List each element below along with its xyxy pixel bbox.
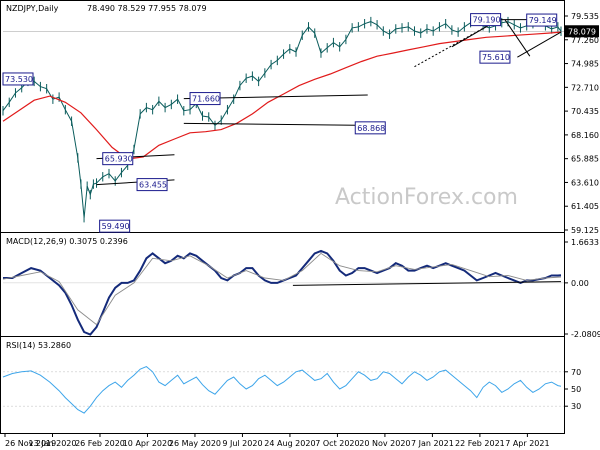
rsi-tick-label: 50: [571, 385, 581, 394]
x-tick-label: 26 Feb 2020: [75, 439, 125, 448]
level-label: 79.190: [473, 16, 501, 25]
x-tick-label: 22 Feb 2021: [455, 439, 505, 448]
sma-line: [2, 31, 562, 160]
signal-line: [2, 252, 562, 326]
current-price-box: [565, 25, 599, 38]
price-tick-label: 70.435: [571, 107, 599, 116]
level-box: [102, 152, 134, 166]
rsi-tick-label: 30: [571, 402, 581, 411]
rsi-title: RSI(14) 53.2860: [6, 341, 71, 350]
trendline-group: [96, 19, 562, 186]
price-tick-label: 77.260: [571, 36, 599, 45]
level-box: [526, 13, 558, 27]
rsi-series-group: [2, 366, 562, 414]
trendline: [183, 122, 368, 126]
x-tick-label: 10 Apr 2020: [123, 439, 172, 448]
x-tick-label: 7 Apr 2021: [505, 439, 549, 448]
trendline: [504, 19, 531, 57]
price-tick-label: 59.125: [571, 226, 599, 235]
macd-title: MACD(12,26,9) 0.3075 0.2396: [6, 237, 128, 246]
level-label: 59.490: [102, 222, 130, 231]
price-tick-label: 74.985: [571, 60, 599, 69]
price-tick-label: 72.710: [571, 83, 599, 92]
price-tick-label: 63.610: [571, 178, 599, 187]
rsi-tick-label: 70: [571, 368, 581, 377]
level-box: [2, 72, 34, 86]
rsi-y-axis: 70 50 30: [3, 368, 581, 411]
price-line: [2, 20, 562, 218]
rsi-line: [2, 366, 562, 414]
header-ohlc: 78.490 78.529 77.955 78.079: [87, 4, 207, 13]
x-tick-label: 20 Nov 2020: [359, 439, 410, 448]
trendline: [517, 31, 562, 58]
current-price-label: 78.079: [568, 27, 596, 36]
level-label: 65.930: [105, 155, 133, 164]
level-box: [479, 50, 511, 64]
price-y-axis: 79.535 77.260 74.985 72.710 70.435 68.160 65.8…: [3, 12, 599, 235]
x-tick-label: 7 Jan 2021: [411, 439, 454, 448]
level-box: [136, 178, 168, 192]
price-tick-label: 61.405: [571, 202, 599, 211]
price-tick-label: 65.885: [571, 155, 599, 164]
chart-frame: [0, 0, 565, 434]
macd-y-axis: 1.6633 0.00 -2.0809: [3, 238, 600, 339]
macd-tick-label: 0.00: [571, 279, 589, 288]
header-symbol: NZDJPY,Daily: [6, 4, 59, 13]
price-tick-label: 68.160: [571, 131, 599, 140]
x-tick-label: 7 Oct 2020: [315, 439, 359, 448]
level-label: 79.149: [529, 16, 557, 25]
macd-series-group: [2, 249, 562, 336]
level-label: 68.868: [357, 124, 385, 133]
level-box: [189, 92, 221, 106]
level-box: [470, 13, 502, 27]
x-tick-label: 13 Jan 2020: [29, 439, 77, 448]
x-tick-label: 26 Nov 2019: [5, 439, 56, 448]
level-label: 75.610: [482, 53, 510, 62]
level-labels-group: 79.190 79.149 75.610 73.530 71.660 68.868 65.9…: [2, 13, 558, 233]
watermark: ActionForex.com: [335, 185, 518, 210]
level-box: [354, 121, 386, 135]
x-tick-label: 9 Jul 2020: [222, 439, 262, 448]
price-tick-label: 79.535: [571, 12, 599, 21]
macd-trendline: [292, 281, 562, 286]
level-label: 71.660: [192, 95, 220, 104]
level-label: 63.455: [139, 181, 167, 190]
macd-line: [3, 249, 562, 336]
x-tick-label: 26 May 2020: [169, 439, 221, 448]
x-tick-label: 24 Aug 2020: [264, 439, 315, 448]
macd-tick-label: 1.6633: [571, 238, 599, 247]
level-label: 73.530: [5, 75, 33, 84]
level-box: [99, 219, 131, 233]
macd-tick-label: -2.0809: [571, 330, 600, 339]
